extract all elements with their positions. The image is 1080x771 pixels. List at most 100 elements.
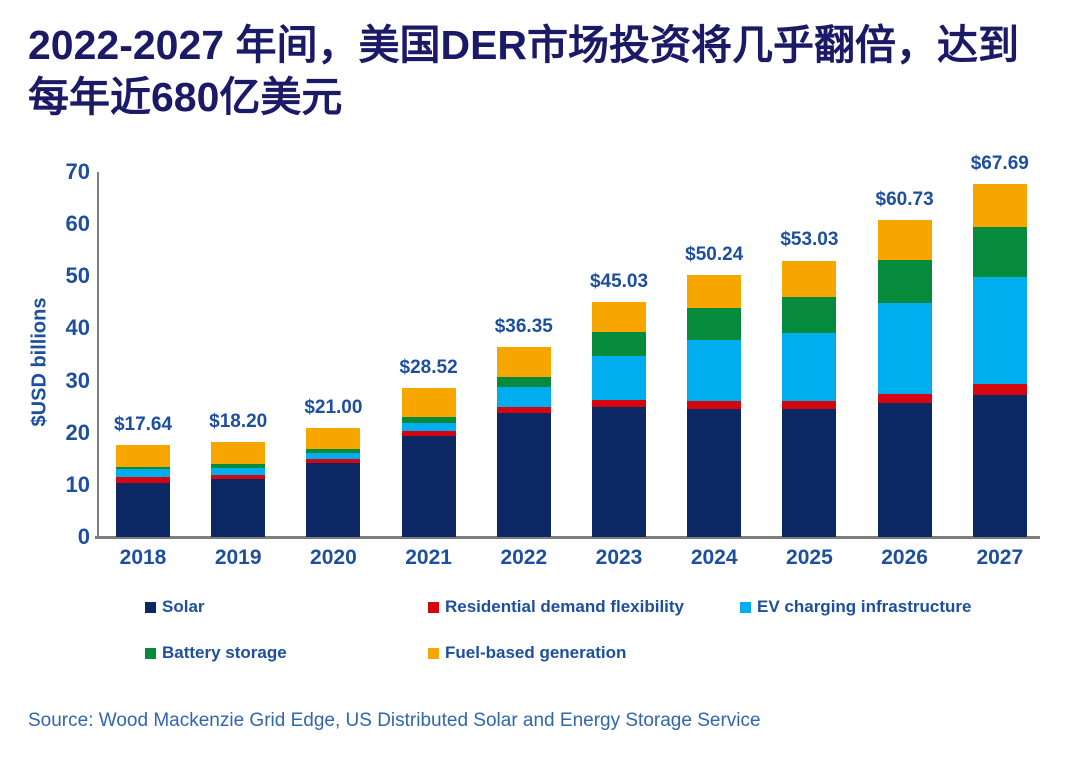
legend-swatch-ev-charging-infrastructure xyxy=(740,601,751,613)
bar-segment-ev-charging-infrastructure xyxy=(687,339,742,402)
y-axis-line xyxy=(97,172,99,538)
bar-segment-fuel-based-generation xyxy=(877,220,932,261)
x-axis-label: 2020 xyxy=(310,546,357,569)
bar-segment-fuel-based-generation xyxy=(401,388,456,417)
x-axis-label: 2027 xyxy=(976,546,1024,569)
legend-label: Battery storage xyxy=(162,643,287,662)
bar-segment-battery-storage xyxy=(306,448,361,454)
bar-segment-residential-demand-flexibility xyxy=(116,476,170,483)
bar-segment-solar xyxy=(211,479,266,537)
y-tick-label: 40 xyxy=(65,315,90,341)
bar-segment-battery-storage xyxy=(972,227,1027,278)
legend-item-battery-storage: Battery storage xyxy=(145,643,287,663)
legend-item-fuel-based-generation: Fuel-based generation xyxy=(428,643,626,663)
legend-swatch-fuel-based-generation xyxy=(428,647,439,659)
bar-segment-solar xyxy=(972,394,1027,537)
bar-segment-residential-demand-flexibility xyxy=(687,401,742,409)
page-title: 2022-2027 年间，美国DER市场投资将几乎翻倍，达到 每年近680亿美元 xyxy=(28,20,1048,123)
bar-segment-residential-demand-flexibility xyxy=(496,407,551,414)
x-axis-label: 2025 xyxy=(786,546,833,569)
bar-segment-ev-charging-infrastructure xyxy=(782,332,837,402)
bar-segment-ev-charging-infrastructure xyxy=(592,355,646,401)
legend-label: Solar xyxy=(162,597,205,616)
bar-total-label: $36.35 xyxy=(494,316,553,338)
bar-segment-residential-demand-flexibility xyxy=(972,383,1027,395)
bar-segment-fuel-based-generation xyxy=(687,275,742,309)
y-tick-label: 30 xyxy=(65,367,90,393)
bar-total-label: $67.69 xyxy=(970,153,1029,175)
bar-total-label: $21.00 xyxy=(304,396,363,418)
bar-segment-solar xyxy=(116,482,170,537)
bar-segment-solar xyxy=(306,463,361,537)
bar-segment-fuel-based-generation xyxy=(972,184,1027,228)
bar-segment-solar xyxy=(496,413,551,537)
bar-segment-ev-charging-infrastructure xyxy=(972,277,1027,384)
bar-segment-battery-storage xyxy=(401,416,456,423)
x-axis-label: 2022 xyxy=(500,546,548,569)
bar-total-label: $28.52 xyxy=(399,357,458,379)
bar-total-label: $60.73 xyxy=(875,189,934,211)
bar-segment-solar xyxy=(782,408,837,537)
bar-segment-solar xyxy=(877,403,932,537)
bar-total-label: $45.03 xyxy=(589,271,649,293)
x-axis-label: 2021 xyxy=(405,546,452,569)
y-tick-label: 50 xyxy=(65,263,90,289)
legend-label: Fuel-based generation xyxy=(445,643,627,662)
bar-segment-fuel-based-generation xyxy=(211,442,266,464)
bar-total-label: $53.03 xyxy=(780,229,839,251)
x-axis-label: 2023 xyxy=(595,546,643,569)
source-note: Source: Wood Mackenzie Grid Edge, US Dis… xyxy=(28,710,761,731)
bar-segment-residential-demand-flexibility xyxy=(592,400,646,408)
bar-segment-ev-charging-infrastructure xyxy=(401,422,456,431)
bar-segment-residential-demand-flexibility xyxy=(782,401,837,409)
bar-segment-fuel-based-generation xyxy=(782,260,837,297)
bar-segment-ev-charging-infrastructure xyxy=(306,453,361,459)
bar-segment-battery-storage xyxy=(877,260,932,304)
bar-total-label: $17.64 xyxy=(113,414,173,436)
bar-segment-battery-storage xyxy=(496,376,551,387)
legend-item-ev-charging-infrastructure: EV charging infrastructure xyxy=(740,597,971,617)
legend-label: Residential demand flexibility xyxy=(445,597,685,616)
bar-segment-battery-storage xyxy=(782,296,837,333)
legend-item-residential-demand-flexibility: Residential demand flexibility xyxy=(428,597,684,617)
y-tick-label: 70 xyxy=(65,159,90,184)
legend-label: EV charging infrastructure xyxy=(757,597,972,616)
legend-swatch-battery-storage xyxy=(145,647,156,659)
bar-segment-battery-storage xyxy=(211,464,266,469)
bar-segment-battery-storage xyxy=(592,332,646,356)
x-axis-label: 2026 xyxy=(881,546,928,569)
bar-total-label: $50.24 xyxy=(685,244,744,266)
bar-segment-fuel-based-generation xyxy=(592,302,646,333)
y-tick-label: 20 xyxy=(65,419,90,445)
x-axis-label: 2024 xyxy=(690,546,738,569)
bar-segment-battery-storage xyxy=(687,308,742,340)
bar-segment-ev-charging-infrastructure xyxy=(211,468,266,475)
bar-segment-fuel-based-generation xyxy=(496,347,551,377)
bar-segment-residential-demand-flexibility xyxy=(211,474,266,480)
legend-swatch-solar xyxy=(145,601,156,613)
bar-total-label: $18.20 xyxy=(209,411,268,433)
page-title-line2: 每年近680亿美元 xyxy=(28,73,343,120)
bar-segment-residential-demand-flexibility xyxy=(306,458,361,464)
bar-segment-fuel-based-generation xyxy=(306,427,361,449)
x-axis-label: 2018 xyxy=(119,546,167,569)
x-axis-label: 2019 xyxy=(214,546,262,569)
legend-item-solar: Solar xyxy=(145,597,205,617)
bar-segment-solar xyxy=(687,408,742,537)
bar-segment-ev-charging-infrastructure xyxy=(116,468,170,477)
bar-segment-ev-charging-infrastructure xyxy=(496,386,551,408)
bar-segment-residential-demand-flexibility xyxy=(877,393,932,403)
y-tick-label: 10 xyxy=(65,471,90,497)
bar-segment-fuel-based-generation xyxy=(116,445,170,467)
bar-segment-battery-storage xyxy=(116,466,170,469)
y-tick-label: 60 xyxy=(65,211,90,237)
bar-segment-solar xyxy=(592,407,646,537)
page-title-line1: 2022-2027 年间，美国DER市场投资将几乎翻倍，达到 xyxy=(28,22,1020,68)
bar-segment-ev-charging-infrastructure xyxy=(877,303,932,394)
x-axis-line xyxy=(95,536,1040,539)
bar-segment-residential-demand-flexibility xyxy=(401,430,456,436)
legend-swatch-residential-demand-flexibility xyxy=(428,601,439,613)
